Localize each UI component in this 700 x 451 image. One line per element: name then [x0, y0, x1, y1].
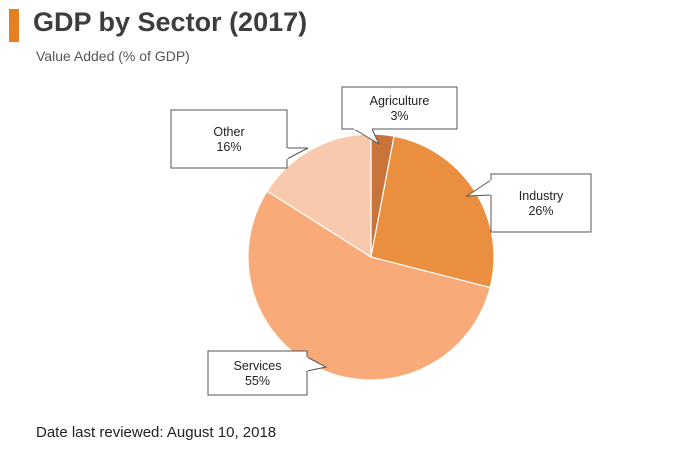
date-last-reviewed: Date last reviewed: August 10, 2018	[36, 424, 277, 441]
slice-label: Other	[213, 125, 244, 139]
callout-box	[490, 173, 592, 233]
slice-value-label: 26%	[528, 204, 553, 218]
chart-subtitle: Value Added (% of GDP)	[36, 48, 190, 64]
slice-label: Services	[234, 359, 282, 373]
slice-value-label: 55%	[245, 374, 270, 388]
callout-box	[207, 350, 308, 396]
callout-box	[170, 109, 288, 169]
pie-slice-services	[247, 190, 491, 381]
slice-value-label: 16%	[216, 140, 241, 154]
slice-label: Industry	[519, 189, 564, 203]
chart-title: GDP by Sector (2017)	[33, 7, 308, 37]
slice-label: Agriculture	[370, 94, 430, 108]
title-accent-bar	[9, 9, 19, 42]
callout-box	[341, 86, 458, 130]
slice-value-label: 3%	[390, 109, 408, 123]
